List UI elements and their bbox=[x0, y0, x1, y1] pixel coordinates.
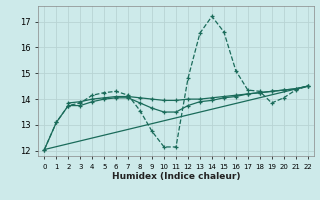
X-axis label: Humidex (Indice chaleur): Humidex (Indice chaleur) bbox=[112, 172, 240, 181]
